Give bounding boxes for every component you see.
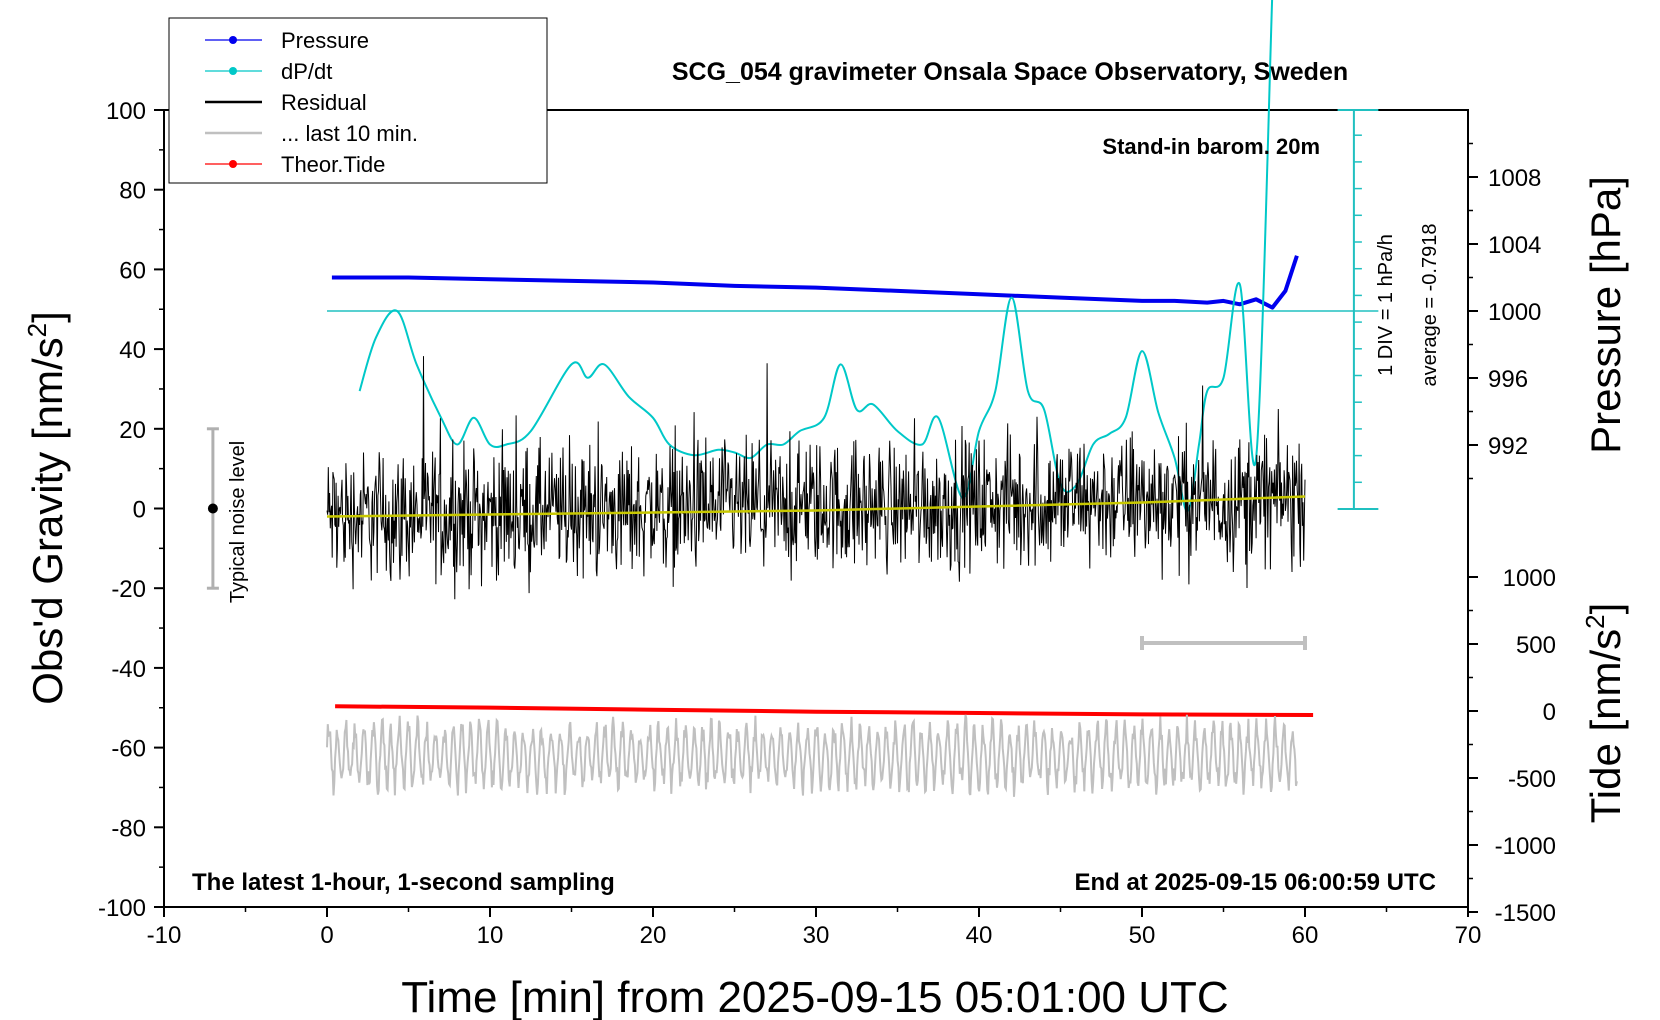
bottom-tick-label: 30	[803, 922, 830, 949]
tide-tick-label: -1000	[1495, 833, 1556, 860]
left-axis-label-text: Obs'd Gravity [nm/s	[24, 337, 71, 704]
chart-title: SCG_054 gravimeter Onsala Space Observat…	[672, 58, 1348, 86]
pressure-tick-label: 996	[1488, 366, 1528, 393]
dpdt-series	[358, 0, 1274, 513]
bottom-tick-label: 10	[477, 922, 504, 949]
tide-series	[335, 704, 1314, 717]
bottom-tick-label: 70	[1455, 922, 1482, 949]
legend-marker	[229, 67, 237, 75]
residual-smoothed-series	[326, 495, 1306, 518]
legend-box	[168, 17, 548, 184]
tide-tick-label: -500	[1508, 766, 1556, 793]
tide-axis-ticks: -1500 -1000 -500 0 500 1000	[1468, 565, 1556, 927]
left-tick-label: 40	[119, 337, 146, 364]
dpdt-scale	[327, 109, 1379, 510]
bottom-tick-label: -10	[147, 922, 182, 949]
tide-axis-label-sup: 2	[1580, 614, 1610, 628]
dpdt-average-label: average = -0.7918	[1419, 224, 1441, 387]
left-tick-label: -80	[111, 815, 146, 842]
pressure-tick-label: 992	[1488, 433, 1528, 460]
legend-marker	[229, 160, 237, 168]
tide-tick-label: 0	[1543, 699, 1556, 726]
tide-tick-label: 500	[1516, 632, 1556, 659]
end-time-annotation: End at 2025-09-15 06:00:59 UTC	[1075, 869, 1437, 896]
bottom-axis-ticks: -10 0 10 20 30 40 50 60 70	[147, 907, 1482, 949]
bottom-tick-label: 20	[640, 922, 667, 949]
bottom-tick-label: 50	[1129, 922, 1156, 949]
left-tick-label: -40	[111, 656, 146, 683]
noise-center-dot	[207, 503, 218, 514]
last10-series	[326, 714, 1298, 797]
bottom-tick-label: 40	[966, 922, 993, 949]
pressure-tick-label: 1000	[1488, 299, 1541, 326]
bottom-tick-label: 0	[320, 922, 333, 949]
left-axis-ticks: -100 -80 -60 -40 -20 0 20 40 60 80 100	[98, 98, 164, 922]
left-axis-label-sup: 2	[22, 323, 52, 337]
tide-axis-label-end: ]	[1582, 603, 1629, 615]
legend-label: Pressure	[281, 28, 369, 53]
left-tick-label: 60	[119, 257, 146, 284]
left-tick-label: 80	[119, 178, 146, 205]
pressure-tick-label: 1004	[1488, 232, 1541, 259]
pressure-axis-ticks: 992 996 1000 1004 1008	[1468, 142, 1541, 480]
legend-label: Theor.Tide	[281, 152, 385, 177]
pressure-series	[331, 255, 1299, 310]
tide-axis-label: Tide [nm/s2]	[1580, 603, 1629, 824]
legend-entries: Pressure dP/dt Residual ... last 10 min. The…	[205, 28, 418, 177]
noise-label: Typical noise level	[227, 441, 249, 603]
left-axis-label: Obs'd Gravity [nm/s2]	[22, 311, 71, 705]
barometer-annotation: Stand-in barom. 20m	[1102, 134, 1320, 159]
noise-level-marker	[206, 427, 219, 590]
tide-tick-label: -1500	[1495, 900, 1556, 927]
pressure-tick-label: 1008	[1488, 165, 1541, 192]
tide-tick-label: 1000	[1503, 565, 1556, 592]
left-tick-label: 100	[106, 98, 146, 125]
pressure-axis-label: Pressure [hPa]	[1582, 176, 1629, 454]
tide-axis-label-text: Tide [nm/s	[1582, 629, 1629, 824]
legend: Pressure dP/dt Residual ... last 10 min. The…	[168, 17, 548, 184]
sampling-annotation: The latest 1-hour, 1-second sampling	[192, 869, 615, 896]
legend-label: Residual	[281, 90, 367, 115]
legend-label: ... last 10 min.	[281, 121, 418, 146]
bottom-tick-label: 60	[1292, 922, 1319, 949]
legend-marker	[229, 36, 237, 44]
legend-label: dP/dt	[281, 59, 332, 84]
left-tick-label: -20	[111, 576, 146, 603]
left-tick-label: 0	[133, 497, 146, 524]
left-axis-label-end: ]	[24, 311, 71, 323]
left-tick-label: -60	[111, 736, 146, 763]
left-tick-label: 20	[119, 417, 146, 444]
left-tick-label: -100	[98, 895, 146, 922]
x-axis-label: Time [min] from 2025-09-15 05:01:00 UTC	[401, 973, 1228, 1020]
series-layer	[326, 0, 1314, 797]
residual-series	[326, 356, 1306, 600]
dpdt-div-label: 1 DIV = 1 hPa/h	[1375, 234, 1397, 376]
